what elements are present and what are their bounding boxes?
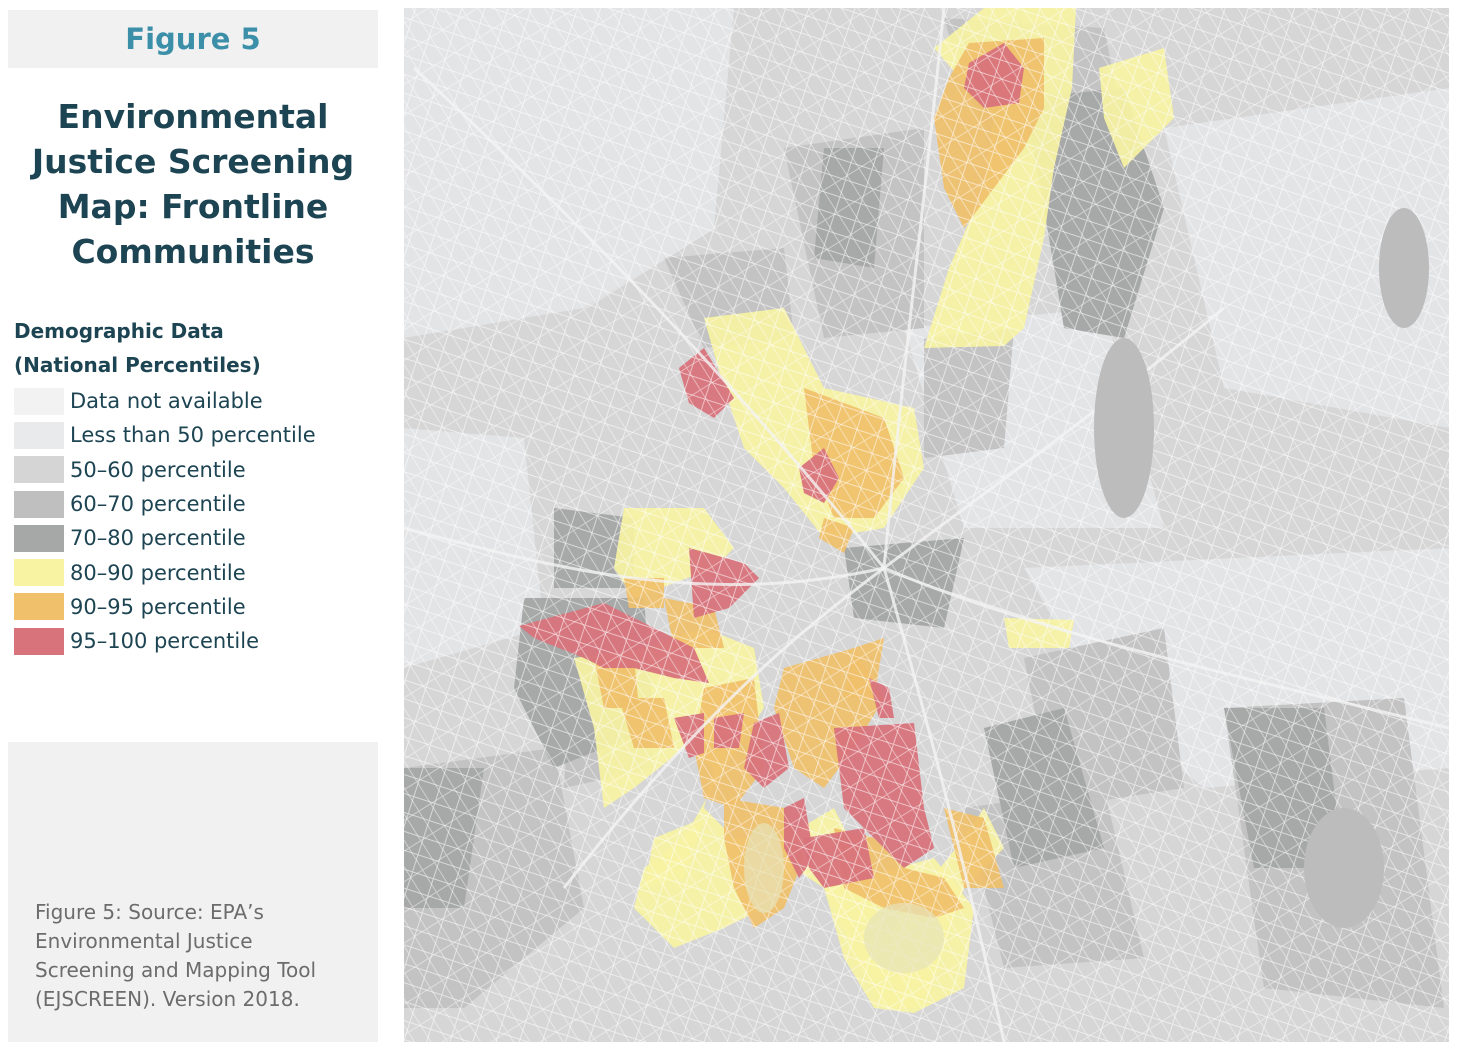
legend-item-50-60: 50–60 percentile	[14, 453, 316, 487]
highways	[404, 8, 1449, 1042]
legend-label: 95–100 percentile	[70, 629, 259, 654]
source-caption: Figure 5: Source: EPA’s Environmental Ju…	[35, 900, 317, 1011]
figure-label: Figure 5	[8, 10, 378, 68]
park-areas	[744, 823, 944, 973]
legend-label: 90–95 percentile	[70, 594, 246, 619]
legend-swatch	[14, 421, 64, 449]
legend-item-90-95: 90–95 percentile	[14, 590, 316, 624]
map-svg	[404, 8, 1449, 1042]
legend: Data not available Less than 50 percenti…	[14, 384, 316, 658]
legend-item-60-70: 60–70 percentile	[14, 487, 316, 521]
water-bodies	[1094, 208, 1429, 928]
legend-label: 80–90 percentile	[70, 560, 246, 585]
legend-swatch	[14, 524, 64, 552]
legend-swatch	[14, 456, 64, 484]
legend-label: 60–70 percentile	[70, 492, 246, 517]
legend-title-line2: (National Percentiles)	[14, 353, 261, 377]
legend-title: Demographic Data (National Percentiles)	[14, 314, 374, 382]
source-box: Figure 5: Source: EPA’s Environmental Ju…	[8, 742, 378, 1042]
legend-swatch	[14, 490, 64, 518]
legend-swatch	[14, 387, 64, 415]
legend-swatch	[14, 593, 64, 621]
legend-item-70-80: 70–80 percentile	[14, 521, 316, 555]
legend-item-95-100: 95–100 percentile	[14, 624, 316, 658]
legend-item-80-90: 80–90 percentile	[14, 555, 316, 589]
legend-item-na: Data not available	[14, 384, 316, 418]
legend-item-lt50: Less than 50 percentile	[14, 418, 316, 452]
legend-label: 70–80 percentile	[70, 526, 246, 551]
map-title: Environmental Justice Screening Map: Fro…	[31, 97, 355, 271]
ej-map[interactable]	[404, 8, 1449, 1042]
legend-label: 50–60 percentile	[70, 457, 246, 482]
legend-title-line1: Demographic Data	[14, 319, 224, 343]
legend-label: Less than 50 percentile	[70, 423, 316, 448]
legend-swatch	[14, 559, 64, 587]
legend-label: Data not available	[70, 389, 263, 414]
legend-swatch	[14, 627, 64, 655]
